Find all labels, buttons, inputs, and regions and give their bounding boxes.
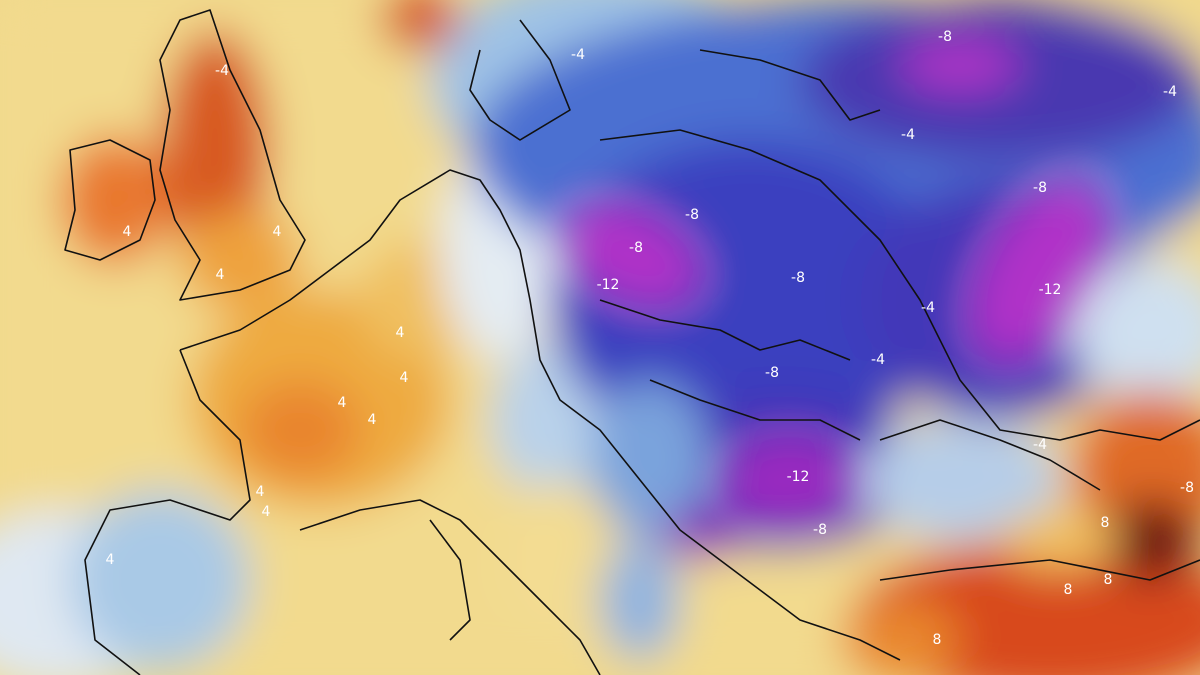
contour-label: -4	[571, 47, 585, 63]
contour-label: 4	[273, 224, 282, 240]
contour-label: -8	[1033, 180, 1047, 196]
contour-label: 4	[338, 395, 347, 411]
contour-label: -12	[787, 469, 810, 485]
contour-label: -4	[901, 127, 915, 143]
contour-label: 4	[262, 504, 271, 520]
contour-label: 8	[933, 632, 942, 648]
contour-label: -4	[921, 300, 935, 316]
contour-labels: -8 -4 -4 -4 -8 -8 -8 -12 -8 -4 -12 -4 -8 -12 -8 -4 -8 8 8 8…	[106, 29, 1194, 648]
contour-label: -8	[813, 522, 827, 538]
contour-label: -4	[871, 352, 885, 368]
contour-label: -8	[1180, 480, 1194, 496]
coastlines	[64, 9, 1200, 675]
contour-label: 4	[256, 484, 265, 500]
contour-bands	[543, 163, 1122, 537]
contour-label: 4	[400, 370, 409, 386]
contour-label: -4	[1163, 84, 1177, 100]
contour-label: -12	[1039, 282, 1062, 298]
contour-label: -8	[685, 207, 699, 223]
contour-label: 4	[396, 325, 405, 341]
contour-label: 4	[123, 224, 132, 240]
contour-label: 8	[1064, 582, 1073, 598]
contour-label: -4	[215, 63, 229, 79]
contour-label: -8	[765, 365, 779, 381]
contour-label: 8	[1104, 572, 1113, 588]
contour-label: -4	[1033, 437, 1047, 453]
contour-label: 4	[106, 552, 115, 568]
contour-label: -8	[629, 240, 643, 256]
contour-label: -12	[597, 277, 620, 293]
contour-label: -8	[938, 29, 952, 45]
contour-label: 8	[1101, 515, 1110, 531]
contour-label: -8	[791, 270, 805, 286]
contour-label: 4	[216, 267, 225, 283]
contour-label: 4	[368, 412, 377, 428]
